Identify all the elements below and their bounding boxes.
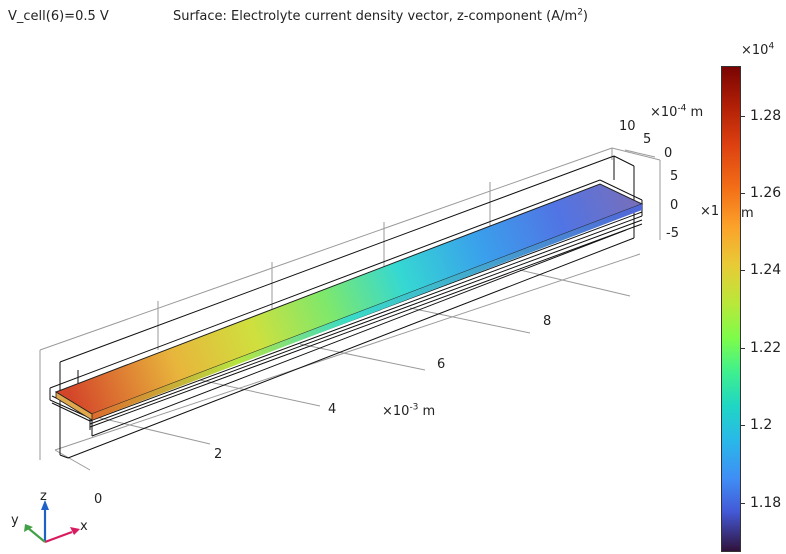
- surface-front-edge: [55, 391, 93, 421]
- x-tick-6: 6: [437, 357, 446, 372]
- colorbar-tick: [741, 116, 745, 117]
- colorbar-exponent: ×104: [741, 41, 775, 58]
- triad-arrows-icon: [24, 500, 80, 544]
- y-tick-5: 5: [643, 132, 652, 147]
- y-tick-10: 10: [619, 119, 636, 134]
- z-axis-scale-unit: m: [741, 206, 754, 221]
- z-tick-0: 0: [670, 198, 679, 213]
- triad-z-label: z: [40, 489, 47, 504]
- colorbar-label: 1.18: [750, 495, 782, 511]
- colorbar-label: 1.22: [750, 340, 782, 356]
- colorbar-tick: [741, 425, 745, 426]
- parameter-label: V_cell(6)=0.5 V: [8, 9, 109, 24]
- colorbar-label: 1.28: [750, 108, 782, 124]
- colorbar: [721, 66, 741, 552]
- colorbar-label: 1.2: [750, 417, 773, 433]
- colorbar-tick: [741, 503, 745, 504]
- triad-y-label: y: [11, 513, 19, 528]
- colorbar-label: 1.24: [750, 262, 782, 278]
- colorbar-gradient: [721, 66, 741, 552]
- colorbar-tick: [741, 348, 745, 349]
- x-axis-scale: ×10-3 m: [382, 402, 436, 419]
- electrolyte-surface: [54, 183, 644, 415]
- colorbar-tick: [741, 193, 745, 194]
- x-tick-4: 4: [328, 402, 337, 417]
- y-tick-0: 0: [664, 146, 673, 161]
- coordinate-triad: z y x: [8, 490, 98, 550]
- x-tick-8: 8: [543, 314, 552, 329]
- z-tick-5: 5: [670, 169, 679, 184]
- z-axis-scale-partial: ×1: [700, 204, 720, 219]
- y-axis-scale: ×10-4 m: [650, 103, 704, 120]
- x-tick-0: 0: [94, 492, 103, 507]
- colorbar-label: 1.26: [750, 185, 782, 201]
- z-tick-minus-5: -5: [666, 226, 679, 241]
- surface-edge: [92, 204, 642, 420]
- colorbar-tick: [741, 270, 745, 271]
- x-tick-2: 2: [214, 447, 223, 462]
- axis-grid: [39, 147, 661, 471]
- plot-title: Surface: Electrolyte current density vec…: [173, 7, 588, 24]
- triad-x-label: x: [80, 519, 88, 534]
